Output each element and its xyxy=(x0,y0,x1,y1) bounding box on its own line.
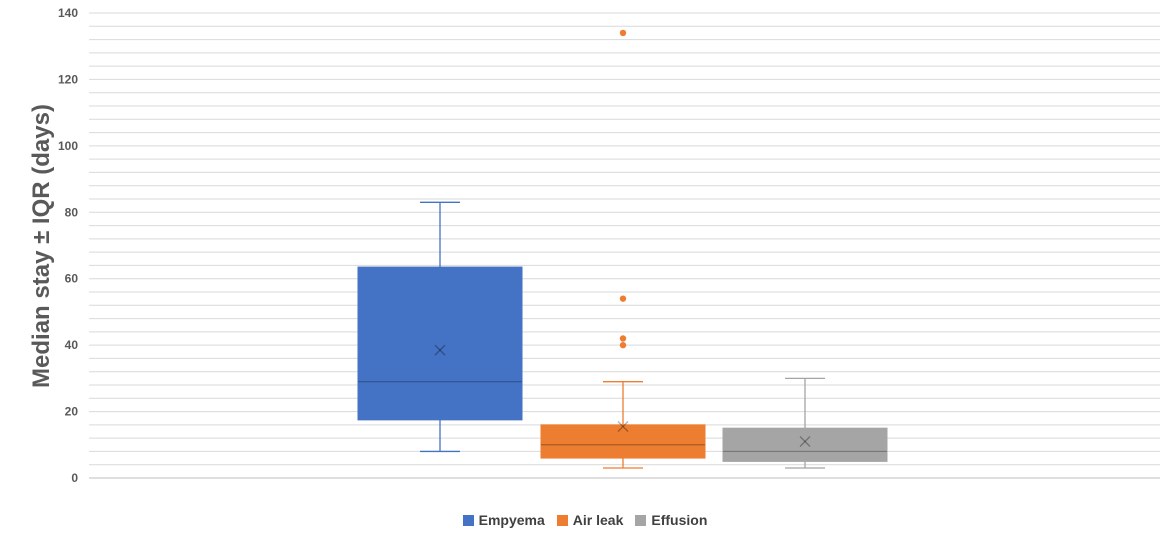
y-tick-label: 80 xyxy=(65,205,79,219)
box-effusion xyxy=(722,377,888,469)
legend-swatch xyxy=(556,514,568,526)
y-axis-label: Median stay ± IQR (days) xyxy=(28,104,55,388)
outlier-point xyxy=(619,295,627,302)
y-tick-label: 60 xyxy=(65,272,79,286)
mean-marker xyxy=(434,344,446,356)
y-tick-label: 40 xyxy=(65,338,79,352)
iqr-box xyxy=(540,424,706,459)
legend-swatch xyxy=(462,514,474,526)
legend-item: Air leak xyxy=(556,512,624,528)
outlier-point xyxy=(619,335,627,342)
gridlines xyxy=(89,12,1160,479)
box-empyema xyxy=(357,201,523,453)
iqr-box xyxy=(357,266,523,421)
boxes xyxy=(357,29,888,469)
legend-label: Air leak xyxy=(572,512,624,528)
outlier-point xyxy=(619,341,627,349)
y-tick-label: 100 xyxy=(58,139,78,153)
y-tick-label: 140 xyxy=(58,6,78,20)
mean-marker xyxy=(617,421,629,433)
legend-swatch xyxy=(635,514,647,526)
box-plot-chart: 0 20 40 60 80 100 120 140 Median stay ± IQR (da… xyxy=(28,6,1160,485)
y-tick-label: 120 xyxy=(58,72,78,86)
y-axis-ticks: 0 20 40 60 80 100 120 140 xyxy=(58,6,78,485)
mean-marker xyxy=(617,421,629,433)
legend-item: Empyema xyxy=(462,512,545,528)
legend-label: Effusion xyxy=(651,512,708,528)
mean-marker xyxy=(799,435,811,447)
y-tick-label: 20 xyxy=(65,405,79,419)
outlier-point xyxy=(619,29,627,37)
mean-marker xyxy=(434,344,446,356)
legend: Empyema Air leak Effusion xyxy=(0,512,1170,528)
legend-item: Effusion xyxy=(635,512,707,528)
legend-label: Empyema xyxy=(478,512,545,528)
box-air-leak xyxy=(540,29,706,469)
y-tick-label: 0 xyxy=(71,471,78,485)
iqr-box xyxy=(722,427,888,462)
mean-marker xyxy=(799,435,811,447)
